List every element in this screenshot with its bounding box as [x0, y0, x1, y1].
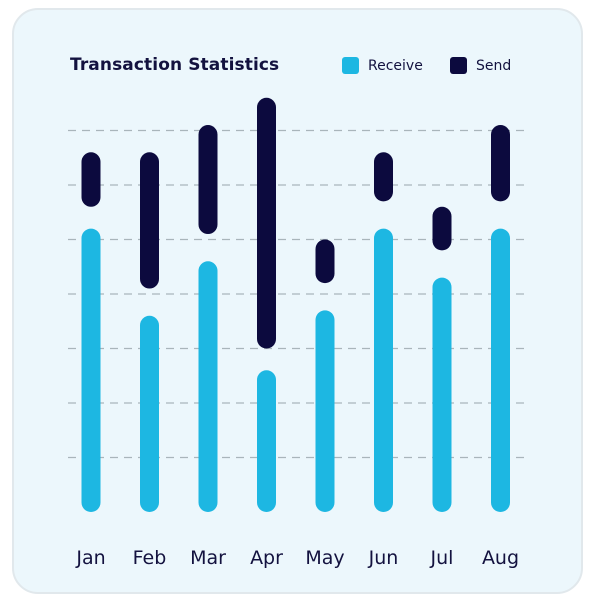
x-tick-label-jul: Jul	[430, 547, 454, 569]
x-tick-label-jun: Jun	[368, 547, 399, 569]
x-tick-label-may: May	[305, 547, 344, 569]
legend-swatch-send	[450, 57, 467, 74]
bar-receive-jan	[81, 228, 101, 512]
legend-label-receive: Receive	[368, 57, 423, 74]
bar-receive-mar	[198, 261, 218, 512]
bar-send-jun	[374, 152, 393, 202]
bar-send-may	[315, 239, 335, 284]
gridlines	[68, 129, 527, 459]
bar-receive-may	[315, 310, 335, 512]
bar-receive-aug	[491, 228, 510, 512]
legend-label-send: Send	[476, 57, 512, 74]
legend-item-send: Send	[450, 57, 511, 74]
legend-item-receive: Receive	[342, 57, 423, 74]
x-tick-label-jan: Jan	[75, 547, 105, 569]
chart-title: Transaction Statistics	[70, 55, 280, 75]
bar-send-feb	[140, 152, 159, 289]
bar-receive-jun	[374, 228, 393, 512]
bar-receive-apr	[257, 370, 276, 512]
bar-receive-jul	[432, 277, 452, 512]
x-tick-label-apr: Apr	[250, 547, 283, 569]
bar-send-aug	[491, 125, 510, 202]
bar-send-jul	[432, 206, 452, 251]
bar-send-jan	[81, 152, 101, 207]
chart-card: Transaction Statistics Receive Send	[12, 8, 583, 594]
bar-send-mar	[198, 125, 218, 235]
bar-send-apr	[257, 97, 276, 349]
legend-swatch-receive	[342, 57, 359, 74]
x-tick-label-aug: Aug	[482, 547, 519, 569]
x-tick-label-feb: Feb	[133, 547, 167, 569]
bar-receive-feb	[140, 315, 159, 512]
x-tick-label-mar: Mar	[190, 547, 226, 569]
